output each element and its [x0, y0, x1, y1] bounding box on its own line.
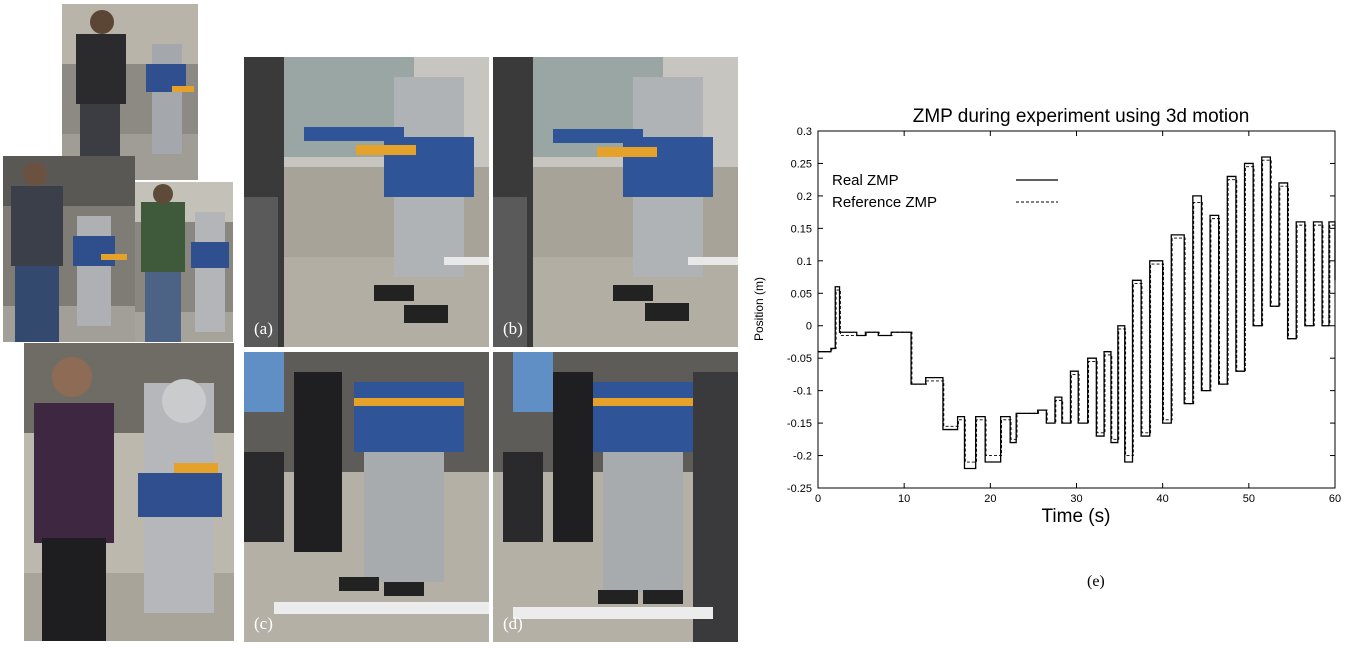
- y-tick-label: 0: [806, 321, 812, 333]
- panel-a: (a): [244, 57, 489, 347]
- chart-title: ZMP during experiment using 3d motion: [913, 106, 1250, 127]
- x-axis-label: Time (s): [1042, 506, 1111, 527]
- panel-b: (b): [493, 57, 738, 347]
- panel-c: (c): [244, 352, 489, 642]
- series-reference-zmp-line: [818, 159, 1336, 463]
- y-tick-label: 0.05: [791, 288, 812, 300]
- panel-d-caption: (d): [503, 614, 523, 633]
- y-axis-label: Position (m): [752, 277, 766, 341]
- experiment-photo-3: [135, 182, 233, 342]
- panel-c-caption: (c): [254, 614, 273, 633]
- y-tick-label: 0.25: [791, 158, 812, 170]
- panel-d: (d): [493, 352, 738, 642]
- x-tick-label: 10: [898, 493, 910, 505]
- experiment-photo-2: [3, 156, 135, 342]
- y-tick-label: 0.1: [797, 256, 812, 268]
- figure-label: (e): [1087, 573, 1105, 590]
- zmp-chart: ZMP during experiment using 3d motion 0 1…: [752, 106, 1341, 527]
- y-tick-label: 0.2: [797, 191, 812, 203]
- legend: Real ZMP Reference ZMP: [832, 172, 1058, 211]
- y-tick-label: -0.25: [787, 483, 812, 495]
- x-tick-label: 60: [1329, 493, 1341, 505]
- x-tick-label: 0: [815, 493, 821, 505]
- legend-label: Reference ZMP: [832, 194, 937, 211]
- x-tick-label: 50: [1243, 493, 1255, 505]
- y-tick-label: -0.05: [787, 353, 812, 365]
- y-tick-label: -0.2: [793, 451, 812, 463]
- experiment-photo-4: [24, 343, 234, 641]
- x-tick-label: 40: [1157, 493, 1169, 505]
- panel-a-caption: (a): [254, 319, 273, 338]
- y-tick-label: -0.1: [793, 386, 812, 398]
- experiment-photo-1: [62, 4, 198, 180]
- panel-b-caption: (b): [503, 319, 523, 338]
- legend-label: Real ZMP: [832, 172, 899, 189]
- x-tick-label: 30: [1070, 493, 1082, 505]
- y-tick-label: 0.15: [791, 223, 812, 235]
- x-tick-label: 20: [984, 493, 996, 505]
- y-tick-label: -0.15: [787, 418, 812, 430]
- y-tick-label: 0.3: [797, 126, 812, 138]
